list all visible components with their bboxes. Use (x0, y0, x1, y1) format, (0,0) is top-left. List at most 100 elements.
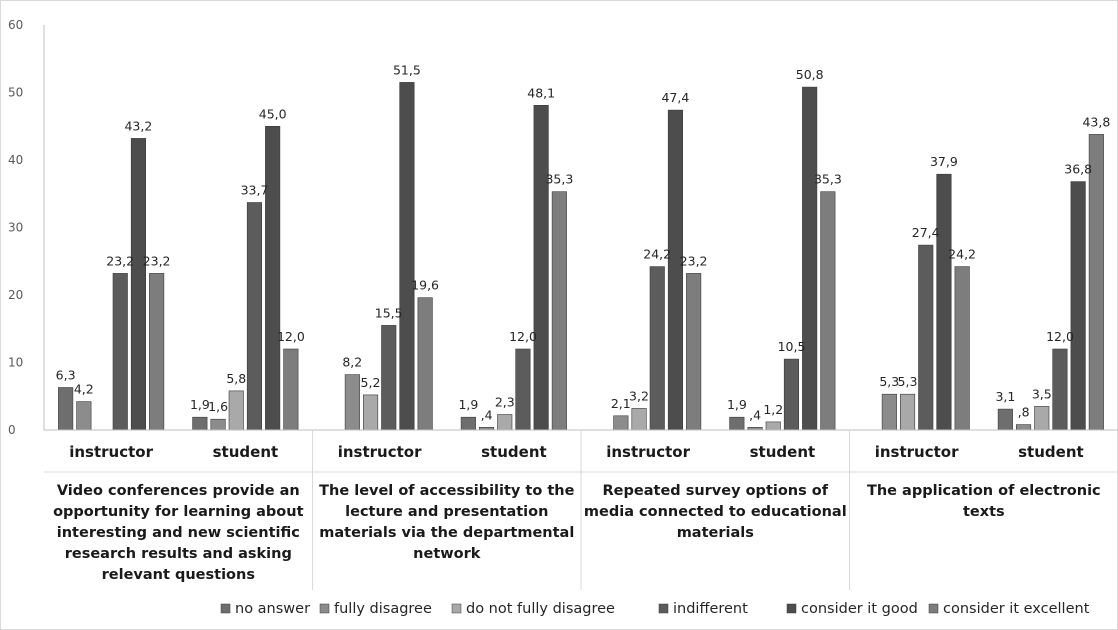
y-tick-label: 60 (8, 18, 23, 32)
data-label: 24,2 (948, 247, 976, 262)
question-label-line: lecture and presentation (345, 504, 548, 520)
bar (130, 138, 146, 431)
y-tick-label: 10 (8, 356, 23, 370)
legend-label: indifferent (673, 601, 748, 617)
bar (936, 173, 952, 431)
bar (344, 374, 360, 431)
data-label: 45,0 (259, 106, 287, 121)
data-label: 1,9 (190, 397, 210, 412)
question-label-line: The level of accessibility to the (319, 483, 574, 499)
legend-swatch (220, 603, 231, 614)
bar (515, 348, 531, 431)
question-label-line: materials (677, 525, 754, 541)
legend-swatch (319, 603, 330, 614)
y-tick-label: 0 (8, 423, 16, 437)
bar (58, 387, 74, 431)
question-label-line: Repeated survey options of (603, 483, 829, 499)
data-label: 8,2 (342, 355, 362, 370)
legend-swatch (786, 603, 797, 614)
bar (783, 358, 800, 431)
data-label: 10,5 (778, 339, 806, 354)
bar (1070, 181, 1086, 431)
role-label: student (1018, 443, 1084, 461)
bar (399, 82, 415, 431)
data-label: 12,0 (1046, 329, 1074, 344)
question-label-line: texts (963, 504, 1005, 520)
bar (997, 408, 1013, 431)
legend-label: fully disagree (334, 601, 432, 617)
role-label: student (750, 443, 816, 461)
bar (76, 401, 92, 431)
bar (765, 421, 781, 431)
data-label: ,4 (749, 407, 761, 422)
question-label-line: network (413, 546, 481, 562)
data-label: 2,1 (611, 396, 631, 411)
y-tick-label: 20 (8, 288, 23, 302)
data-label: 48,1 (527, 85, 555, 100)
y-tick-label: 30 (8, 221, 23, 235)
data-label: 35,3 (545, 172, 573, 187)
data-label: 3,2 (629, 388, 649, 403)
bar (1034, 406, 1050, 431)
legend-label: consider it excellent (943, 601, 1090, 617)
bar (802, 86, 818, 431)
bar (954, 266, 970, 431)
data-label: 5,3 (898, 374, 918, 389)
data-label: 23,2 (143, 253, 171, 268)
bar (210, 418, 226, 431)
bar (497, 414, 513, 431)
data-label: ,8 (1018, 405, 1030, 420)
data-label: 23,2 (680, 253, 708, 268)
bar (613, 415, 629, 431)
legend-label: do not fully disagree (466, 601, 615, 617)
bar (283, 348, 299, 431)
y-tick-label: 40 (8, 153, 23, 167)
bar (918, 244, 934, 431)
bar (1052, 348, 1068, 431)
bar (381, 325, 397, 431)
bar (649, 266, 665, 431)
bar (1015, 424, 1032, 431)
legend-swatch (451, 603, 462, 614)
question-label-line: materials via the departmental (319, 525, 574, 541)
data-label: 51,5 (393, 62, 421, 77)
bar (246, 202, 262, 431)
data-label: 1,9 (727, 397, 747, 412)
bar (149, 273, 165, 431)
data-label: 47,4 (661, 90, 689, 105)
data-label: 2,3 (495, 395, 515, 410)
bar (228, 390, 244, 431)
data-label: 36,8 (1064, 162, 1092, 177)
data-label: 5,8 (226, 371, 246, 386)
data-label: 3,1 (995, 389, 1015, 404)
data-label: 15,5 (375, 305, 403, 320)
bar (460, 416, 476, 431)
role-label: instructor (69, 443, 153, 461)
bar (362, 394, 379, 431)
data-label: 23,2 (106, 253, 134, 268)
bar (192, 416, 208, 431)
legend-swatch (928, 603, 939, 614)
bar (667, 109, 684, 431)
bar (533, 105, 549, 431)
bar (551, 191, 567, 431)
bar (820, 191, 836, 431)
question-label-line: opportunity for learning about (53, 504, 304, 520)
bar (881, 393, 897, 431)
data-label: 37,9 (930, 154, 958, 169)
role-label: student (481, 443, 547, 461)
bar (686, 273, 702, 431)
question-label-line: research results and asking (65, 546, 292, 562)
bar (631, 408, 647, 431)
data-labels-layer: 6,34,223,243,223,21,91,65,833,745,012,08… (56, 62, 1111, 422)
data-label: 5,2 (361, 375, 381, 390)
legend-swatch (658, 603, 669, 614)
category-axis: instructor student Video conferences provi… (44, 429, 1118, 590)
data-label: 43,2 (124, 118, 152, 133)
data-label: 12,0 (277, 329, 305, 344)
data-label: 1,6 (208, 399, 228, 414)
data-label: 19,6 (411, 278, 439, 293)
bar (729, 416, 745, 431)
data-label: 3,5 (1032, 386, 1052, 401)
